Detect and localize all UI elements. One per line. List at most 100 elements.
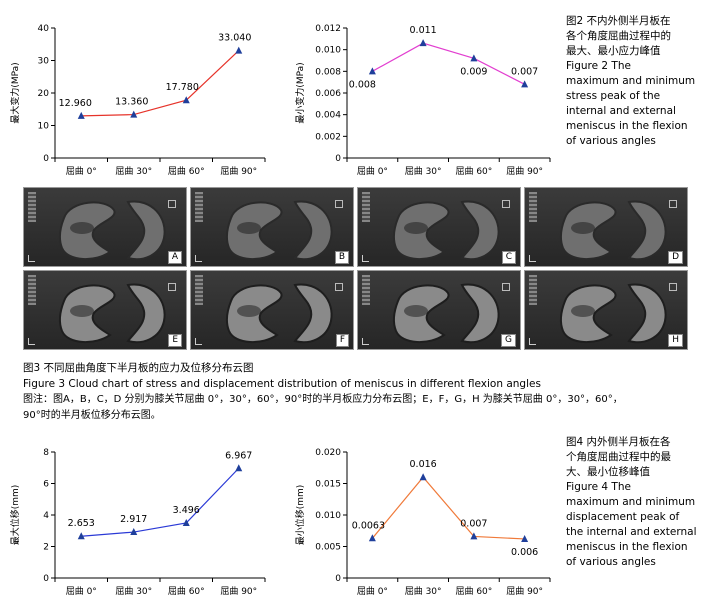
data-label: 17.780 (166, 82, 199, 93)
meniscus-highlight (70, 305, 94, 317)
meniscus-highlight (571, 222, 595, 234)
meniscus-highlight (404, 222, 428, 234)
data-label: 0.008 (349, 79, 376, 90)
chart-fig2-right-svg: 0 0.002 0.004 0.006 0.008 0.010 0.012 屈曲 0° 屈曲 3… (294, 24, 551, 177)
x-tick-label: 屈曲 90° (220, 166, 257, 177)
chart-fig4-left-svg: 0 2 4 6 8 屈曲 0° 屈曲 30° 屈曲 60° 屈曲 90° 最大位移(mm) 2.65… (9, 448, 266, 597)
y-tick-label: 0.010 (315, 511, 341, 521)
fig3-panel-h: H (524, 270, 688, 350)
data-label: 2.917 (120, 514, 147, 525)
fig3-panel-e: E (23, 270, 187, 350)
legend-bar (529, 275, 537, 305)
view-icon (335, 283, 343, 291)
chart-fig2-left: 0 10 20 30 40 屈曲 0° 屈曲 30° 屈曲 60° 屈曲 90° 最大变力(MPa… (0, 10, 290, 180)
view-icon (502, 200, 510, 208)
data-point (470, 532, 478, 540)
fig2-caption-line: 最大、最小应力峰值 (566, 45, 661, 57)
meniscus-model (58, 283, 166, 344)
series-line (372, 42, 525, 85)
meniscus-model (225, 200, 333, 261)
data-point (470, 54, 478, 62)
y-tick-label: 0.004 (315, 111, 341, 121)
meniscus-highlight (237, 305, 261, 317)
y-tick-label: 2 (43, 543, 49, 553)
fig3-panel-c: C (357, 187, 521, 267)
fig2-caption: 图2 不内外侧半月板在 各个角度屈曲过程中的 最大、最小应力峰值 Figure … (566, 14, 716, 149)
x-tick-label: 屈曲 0° (357, 586, 388, 597)
data-label: 0.0063 (352, 520, 385, 531)
data-point (235, 46, 243, 54)
y-tick-label: 0.005 (315, 543, 341, 553)
data-point (368, 534, 376, 542)
panel-label: H (668, 334, 683, 347)
lateral-meniscus-shape (126, 200, 166, 261)
fig3-panel-f: F (190, 270, 354, 350)
data-label: 0.006 (511, 547, 538, 558)
y-tick-label: 0.006 (315, 89, 341, 99)
x-tick-label: 屈曲 90° (220, 586, 257, 597)
y-tick-label: 0 (43, 154, 49, 164)
y-tick-label: 0.012 (315, 24, 341, 34)
legend-bar (362, 192, 370, 222)
meniscus-model (559, 200, 667, 261)
lateral-meniscus-shape (627, 200, 667, 261)
view-icon (669, 200, 677, 208)
fig2-caption-line: Figure 2 The (566, 60, 631, 72)
panel-label: A (167, 251, 182, 264)
data-label: 33.040 (218, 33, 251, 44)
data-point (77, 111, 85, 119)
meniscus-model (58, 200, 166, 261)
x-tick-label: 屈曲 30° (115, 586, 152, 597)
y-axis-label: 最小变力(MPa) (294, 62, 306, 123)
axis-triad-icon (529, 338, 536, 345)
view-icon (168, 283, 176, 291)
x-tick-label: 屈曲 60° (168, 586, 205, 597)
meniscus-highlight (237, 222, 261, 234)
y-tick-label: 8 (43, 448, 49, 458)
meniscus-highlight (571, 305, 595, 317)
y-axis-label: 最大变力(MPa) (9, 62, 21, 123)
lateral-meniscus-shape (460, 283, 500, 344)
fig4-caption: 图4 内外侧半月板在各 个角度屈曲过程中的最 大、最小位移峰值 Figure 4… (566, 435, 716, 570)
fig4-caption-line: 个角度屈曲过程中的最 (566, 451, 671, 463)
view-icon (168, 200, 176, 208)
meniscus-highlight (404, 305, 428, 317)
fig3-caption-note-cont: 90°时的半月板位移分布云图。 (23, 410, 161, 421)
panel-label: C (501, 251, 516, 264)
data-point (419, 473, 427, 481)
y-tick-label: 0.015 (315, 480, 341, 490)
lateral-meniscus-shape (460, 200, 500, 261)
fig3-panel-d: D (524, 187, 688, 267)
fig2-caption-line: meniscus in the flexion (566, 120, 688, 132)
x-tick-label: 屈曲 0° (66, 166, 97, 177)
axis-triad-icon (195, 338, 202, 345)
legend-bar (195, 275, 203, 305)
x-tick-label: 屈曲 60° (168, 166, 205, 177)
chart-fig4-right-svg: 0 0.005 0.010 0.015 0.020 屈曲 0° 屈曲 30° 屈曲 60° 屈曲… (294, 448, 551, 597)
fig3-caption-title-cn: 图3 不同屈曲角度下半月板的应力及位移分布云图 (23, 362, 254, 374)
fig3-panel-b: B (190, 187, 354, 267)
x-tick-label: 屈曲 90° (506, 166, 543, 177)
y-tick-label: 0.002 (315, 132, 341, 142)
lateral-meniscus-shape (627, 283, 667, 344)
x-tick-label: 屈曲 60° (455, 166, 492, 177)
panel-label: E (168, 334, 182, 347)
x-tick-label: 屈曲 30° (405, 586, 442, 597)
lateral-meniscus-shape (126, 283, 166, 344)
series-line (371, 476, 525, 540)
panel-label: B (334, 251, 349, 264)
y-tick-label: 6 (43, 480, 49, 490)
chart-fig4-left: 0 2 4 6 8 屈曲 0° 屈曲 30° 屈曲 60° 屈曲 90° 最大位移(mm) 2.65… (0, 438, 290, 614)
meniscus-model (392, 200, 500, 261)
chart-fig2-right: 0 0.002 0.004 0.006 0.008 0.010 0.012 屈曲 0° 屈曲 3… (285, 10, 565, 180)
chart-fig4-right: 0 0.005 0.010 0.015 0.020 屈曲 0° 屈曲 30° 屈曲 60° 屈曲… (285, 438, 565, 614)
data-point (521, 534, 529, 542)
fig4-caption-line: meniscus in the flexion (566, 541, 688, 553)
data-label: 12.960 (59, 98, 92, 109)
meniscus-model (225, 283, 333, 344)
fig3-caption-note: 图注：图A，B，C，D 分别为膝关节屈曲 0°，30°，60°，90°时的半月板… (23, 394, 623, 405)
data-point (368, 67, 376, 75)
x-tick-label: 屈曲 0° (357, 166, 388, 177)
fig3-caption: 图3 不同屈曲角度下半月板的应力及位移分布云图 Figure 3 Cloud c… (23, 360, 623, 424)
x-tick-label: 屈曲 60° (455, 586, 492, 597)
